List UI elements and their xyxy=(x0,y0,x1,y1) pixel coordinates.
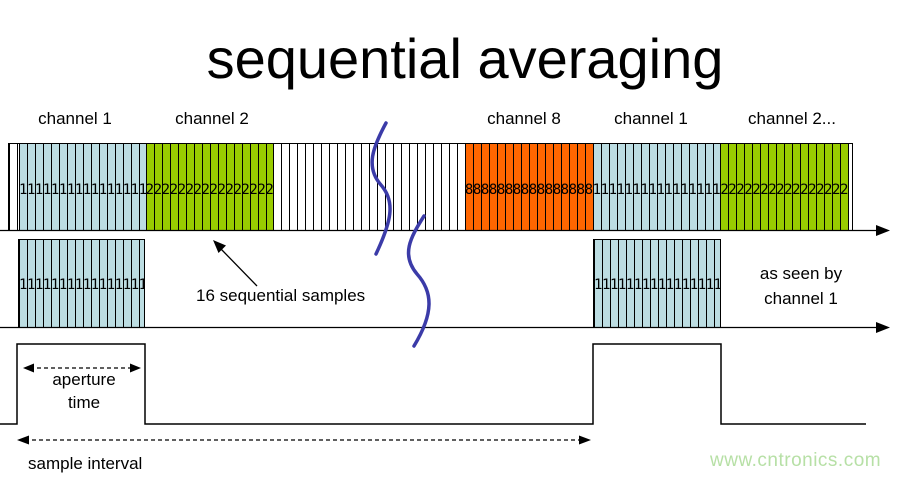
watermark-text: www.cntronics.com xyxy=(710,450,882,471)
sample-digits-channel-8: 8888888888888888 xyxy=(464,183,593,197)
channel-1-burst-block-repeat: 1111111111111111 xyxy=(593,239,721,328)
aperture-label-line-1: aperture xyxy=(52,370,116,389)
channel-label-1: channel 1 xyxy=(38,109,112,128)
annotation-arrow-line xyxy=(220,248,258,287)
band-tail xyxy=(848,144,853,230)
band-channel-1-repeat: 1111111111111111 xyxy=(592,144,721,230)
aperture-label-line-2: time xyxy=(67,393,101,412)
burst-digits: 1111111111111111 xyxy=(19,278,144,292)
row1-axis-arrowhead xyxy=(876,225,890,236)
band-channel-1: 1111111111111111 xyxy=(18,144,146,230)
caption-line-2: channel 1 xyxy=(764,289,838,308)
sequential-samples-annotation: 16 sequential samples xyxy=(196,286,366,305)
channel-label-2-repeat: channel 2... xyxy=(748,109,836,128)
sample-interval-label: sample interval xyxy=(28,454,143,473)
break-squiggle-right xyxy=(406,214,431,348)
interval-arrowhead-right xyxy=(579,435,591,445)
channel-label-2: channel 2 xyxy=(175,109,249,128)
burst-digits: 1111111111111111 xyxy=(594,278,720,292)
sample-digits-channel-1: 1111111111111111 xyxy=(18,183,146,197)
sample-digits-channel-2-repeat: 2222222222222222 xyxy=(720,183,848,197)
band-channel-2-repeat: 2222222222222222 xyxy=(720,144,849,230)
as-seen-by-caption: as seen by channel 1 xyxy=(735,261,867,311)
band-lead xyxy=(9,144,19,230)
channel-label-8: channel 8 xyxy=(487,109,561,128)
band-channel-8: 8888888888888888 xyxy=(464,144,593,230)
sample-timeline-row: 1111111111111111 2222222222222222 888888… xyxy=(8,143,853,231)
sample-digits-channel-2: 2222222222222222 xyxy=(145,183,274,197)
page-title: sequential averaging xyxy=(206,27,724,90)
channel-label-1-repeat: channel 1 xyxy=(614,109,688,128)
sample-digits-channel-1-repeat: 1111111111111111 xyxy=(592,183,721,197)
interval-arrowhead-left xyxy=(17,435,29,445)
band-break-gap xyxy=(273,144,465,230)
band-channel-2: 2222222222222222 xyxy=(145,144,274,230)
caption-line-1: as seen by xyxy=(759,264,843,283)
row2-axis-arrowhead xyxy=(876,322,890,333)
aperture-time-label: aperture time xyxy=(30,368,138,414)
channel-1-burst-block: 1111111111111111 xyxy=(18,239,145,328)
annotation-arrowhead xyxy=(213,240,226,253)
